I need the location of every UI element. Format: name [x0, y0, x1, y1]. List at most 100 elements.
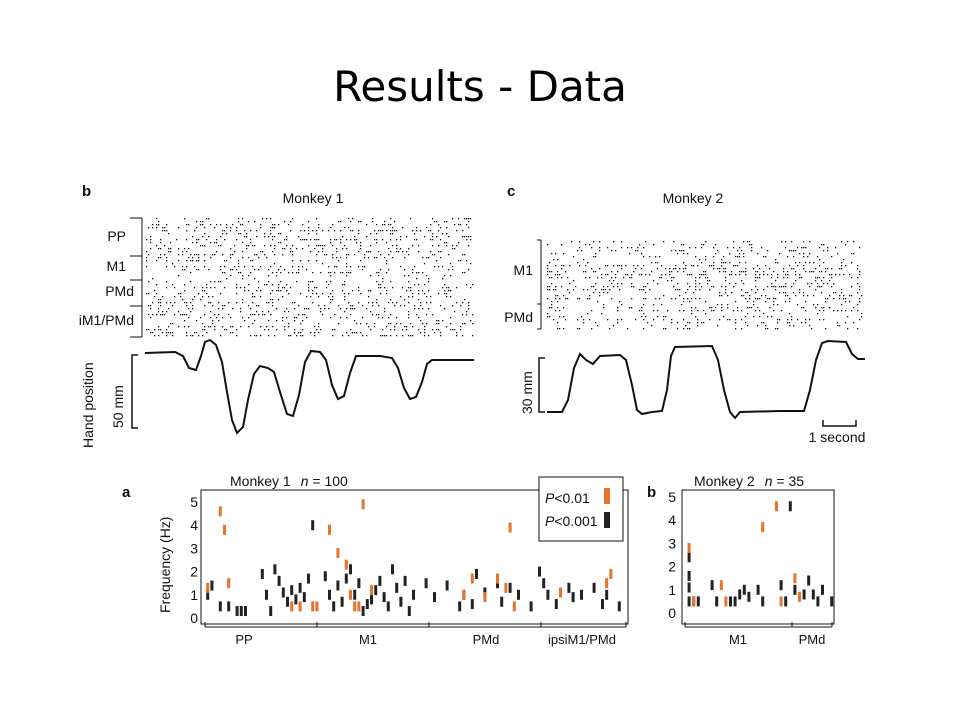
spike-tick [384, 221, 386, 223]
region-label-pp: PP [107, 228, 126, 244]
spike-tick [557, 277, 559, 279]
spike-tick [567, 298, 569, 300]
marker-p01 [559, 587, 562, 598]
spike-tick [691, 298, 693, 300]
spike-tick [396, 239, 398, 241]
spike-tick [404, 269, 406, 271]
spike-tick [308, 227, 310, 229]
spike-tick [456, 230, 458, 232]
spike-tick [278, 233, 280, 235]
spike-tick [430, 251, 432, 253]
spike-tick [198, 254, 200, 256]
spike-tick [661, 304, 663, 306]
spike-tick [555, 298, 557, 300]
spike-tick [152, 278, 154, 280]
spike-tick [396, 317, 398, 319]
spike-tick [651, 325, 653, 327]
spike-tick [697, 325, 699, 327]
region-label-m1: M1 [107, 258, 127, 274]
spike-tick [398, 251, 400, 253]
spike-tick [673, 268, 675, 270]
spike-tick [683, 328, 685, 330]
spike-tick [657, 262, 659, 264]
spike-tick [468, 302, 470, 304]
spike-tick [713, 268, 715, 270]
spike-tick [613, 280, 615, 282]
spike-tick [659, 277, 661, 279]
spike-tick [737, 310, 739, 312]
spike-tick [456, 302, 458, 304]
spike-tick [368, 302, 370, 304]
spike-tick [685, 292, 687, 294]
spike-tick [723, 262, 725, 264]
spike-tick [346, 272, 348, 274]
spike-tick [599, 250, 601, 252]
spike-tick [549, 277, 551, 279]
spike-tick [426, 275, 428, 277]
spike-tick [715, 244, 717, 246]
marker-p001 [218, 601, 222, 612]
spike-tick [601, 289, 603, 291]
spike-tick [795, 280, 797, 282]
spike-tick [178, 248, 180, 250]
spike-tick [374, 326, 376, 328]
spike-tick [432, 233, 434, 235]
spike-tick [847, 316, 849, 318]
spike-tick [444, 293, 446, 295]
spike-tick [256, 335, 258, 337]
spike-tick [284, 269, 286, 271]
spike-tick [158, 302, 160, 304]
spike-tick [821, 292, 823, 294]
spike-tick [673, 277, 675, 279]
spike-tick [735, 328, 737, 330]
spike-tick [777, 277, 779, 279]
spike-tick [643, 289, 645, 291]
spike-tick [645, 286, 647, 288]
spike-tick [384, 224, 386, 226]
spike-tick [793, 292, 795, 294]
marker-p01 [328, 524, 331, 535]
spike-tick [326, 287, 328, 289]
spike-tick [861, 295, 863, 297]
spike-tick [200, 317, 202, 319]
spike-tick [358, 233, 360, 235]
spike-tick [777, 322, 779, 324]
marker-p01 [496, 573, 499, 584]
spike-tick [829, 280, 831, 282]
spike-tick [308, 260, 310, 262]
spike-tick [721, 265, 723, 267]
spike-tick [272, 227, 274, 229]
spike-tick [787, 322, 789, 324]
spike-tick [597, 277, 599, 279]
spike-tick [192, 305, 194, 307]
spike-tick [428, 335, 430, 337]
spike-tick [677, 328, 679, 330]
spike-tick [300, 260, 302, 262]
spike-tick [737, 256, 739, 258]
legend-p01-text: <0.01 [554, 490, 590, 506]
spike-tick [214, 287, 216, 289]
marker-p001 [424, 578, 428, 589]
spike-tick [791, 250, 793, 252]
spike-tick [819, 277, 821, 279]
spike-tick [605, 265, 607, 267]
spike-tick [695, 307, 697, 309]
spike-tick [164, 314, 166, 316]
spike-tick [390, 224, 392, 226]
marker-p01 [462, 589, 466, 600]
spike-tick [150, 248, 152, 250]
spike-tick [743, 241, 745, 243]
spike-tick [274, 335, 276, 337]
spike-tick [222, 230, 224, 232]
marker-p001 [302, 592, 306, 603]
spike-tick [380, 287, 382, 289]
spike-tick [344, 296, 346, 298]
spike-tick [555, 265, 557, 267]
spike-tick [821, 280, 823, 282]
spike-tick [813, 262, 815, 264]
spike-tick [705, 271, 707, 273]
spike-tick [749, 307, 751, 309]
spike-tick [809, 271, 811, 273]
spike-tick [404, 275, 406, 277]
spike-tick [184, 218, 186, 220]
